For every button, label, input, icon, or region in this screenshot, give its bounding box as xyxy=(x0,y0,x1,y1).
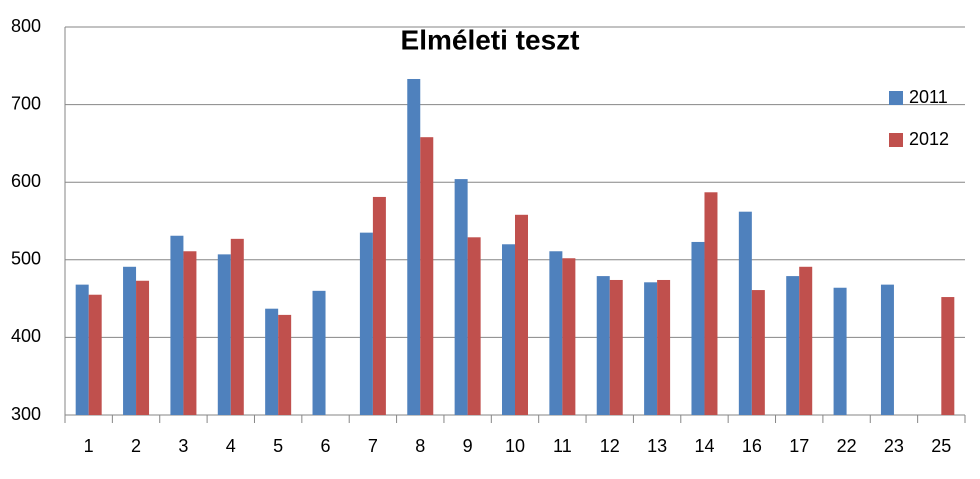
x-tick-label: 16 xyxy=(742,436,762,456)
legend-swatch xyxy=(889,133,903,147)
y-tick-label: 300 xyxy=(11,404,41,424)
bar xyxy=(880,284,894,415)
bar xyxy=(941,297,955,415)
bar xyxy=(751,290,765,415)
x-tick-label: 3 xyxy=(178,436,188,456)
bar xyxy=(407,78,421,415)
bar xyxy=(609,279,623,415)
bar xyxy=(704,192,718,415)
chart-title: Elméleti teszt xyxy=(401,24,580,55)
bar xyxy=(515,214,528,415)
y-tick-label: 700 xyxy=(11,93,41,113)
bar xyxy=(359,232,373,415)
x-tick-label: 5 xyxy=(273,436,283,456)
bar xyxy=(799,266,813,415)
bar xyxy=(549,251,563,415)
x-tick-label: 6 xyxy=(321,436,331,456)
legend-label: 2011 xyxy=(909,87,948,107)
bar xyxy=(88,294,102,415)
x-tick-label: 9 xyxy=(463,436,473,456)
bar xyxy=(596,276,610,415)
bar xyxy=(372,196,386,415)
x-tick-label: 22 xyxy=(837,436,857,456)
bar xyxy=(644,282,658,415)
y-tick-label: 800 xyxy=(11,16,41,36)
bar xyxy=(420,137,434,415)
y-tick-label: 600 xyxy=(11,171,41,191)
bar xyxy=(786,276,800,415)
x-tick-label: 11 xyxy=(553,436,572,456)
x-tick-label: 25 xyxy=(931,436,951,456)
bar xyxy=(265,308,279,415)
bar xyxy=(467,237,481,415)
x-tick-label: 7 xyxy=(368,436,378,456)
bar xyxy=(833,287,847,415)
x-tick-label: 17 xyxy=(789,436,809,456)
bar xyxy=(691,241,705,415)
bar xyxy=(657,279,671,415)
bar xyxy=(738,211,752,415)
bar xyxy=(217,254,231,415)
legend-swatch xyxy=(889,91,903,105)
bar xyxy=(502,244,515,415)
x-tick-label: 4 xyxy=(226,436,236,456)
x-tick-label: 14 xyxy=(694,436,714,456)
bar xyxy=(562,258,576,415)
bar xyxy=(183,251,197,415)
bar xyxy=(75,284,89,415)
x-tick-label: 23 xyxy=(884,436,904,456)
bar xyxy=(230,238,244,415)
legend-label: 2012 xyxy=(909,129,949,149)
x-tick-label: 1 xyxy=(84,436,94,456)
x-tick-label: 12 xyxy=(600,436,620,456)
x-tick-label: 13 xyxy=(647,436,667,456)
bar xyxy=(123,266,137,415)
y-tick-label: 500 xyxy=(11,249,41,269)
bar xyxy=(312,290,326,415)
bar xyxy=(170,235,184,415)
bar xyxy=(278,314,292,415)
bar xyxy=(454,179,468,415)
x-tick-label: 8 xyxy=(415,436,425,456)
y-tick-label: 400 xyxy=(11,326,41,346)
x-tick-label: 2 xyxy=(131,436,141,456)
x-tick-label: 10 xyxy=(505,436,525,456)
bar xyxy=(136,280,150,415)
